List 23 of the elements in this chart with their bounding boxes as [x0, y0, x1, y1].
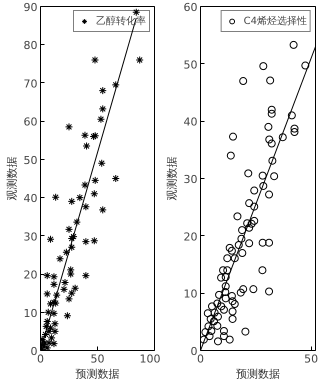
y-axis-title: 观测数据: [6, 156, 19, 200]
y-tick-label: 60: [184, 1, 198, 14]
x-tick-label: 100: [140, 352, 161, 366]
y-tick-label: 10: [184, 288, 198, 301]
y-tick-label: 50: [184, 58, 198, 72]
y-axis-title: 观测数据: [166, 156, 179, 200]
y-tick-label: 80: [24, 39, 38, 52]
y-tick-label: 20: [184, 230, 198, 244]
y-tick-label: 20: [24, 268, 38, 282]
legend-label: C4烯烃选择性: [244, 14, 307, 28]
y-tick-label: 40: [24, 192, 38, 206]
y-tick-label: 10: [24, 306, 38, 320]
y-tick-label: 70: [24, 77, 38, 90]
y-tick-label: 40: [184, 116, 198, 129]
y-tick-label: 90: [24, 1, 38, 14]
x-tick-label: 50: [304, 352, 318, 366]
x-tick-label: 50: [90, 352, 104, 366]
y-tick-label: 30: [184, 173, 198, 186]
x-axis-title: 预测数据: [236, 368, 280, 380]
y-tick-label: 60: [24, 116, 38, 129]
x-axis-title: 预测数据: [76, 368, 120, 380]
y-tick-label: 50: [24, 154, 38, 167]
y-tick-label: 30: [24, 230, 38, 244]
